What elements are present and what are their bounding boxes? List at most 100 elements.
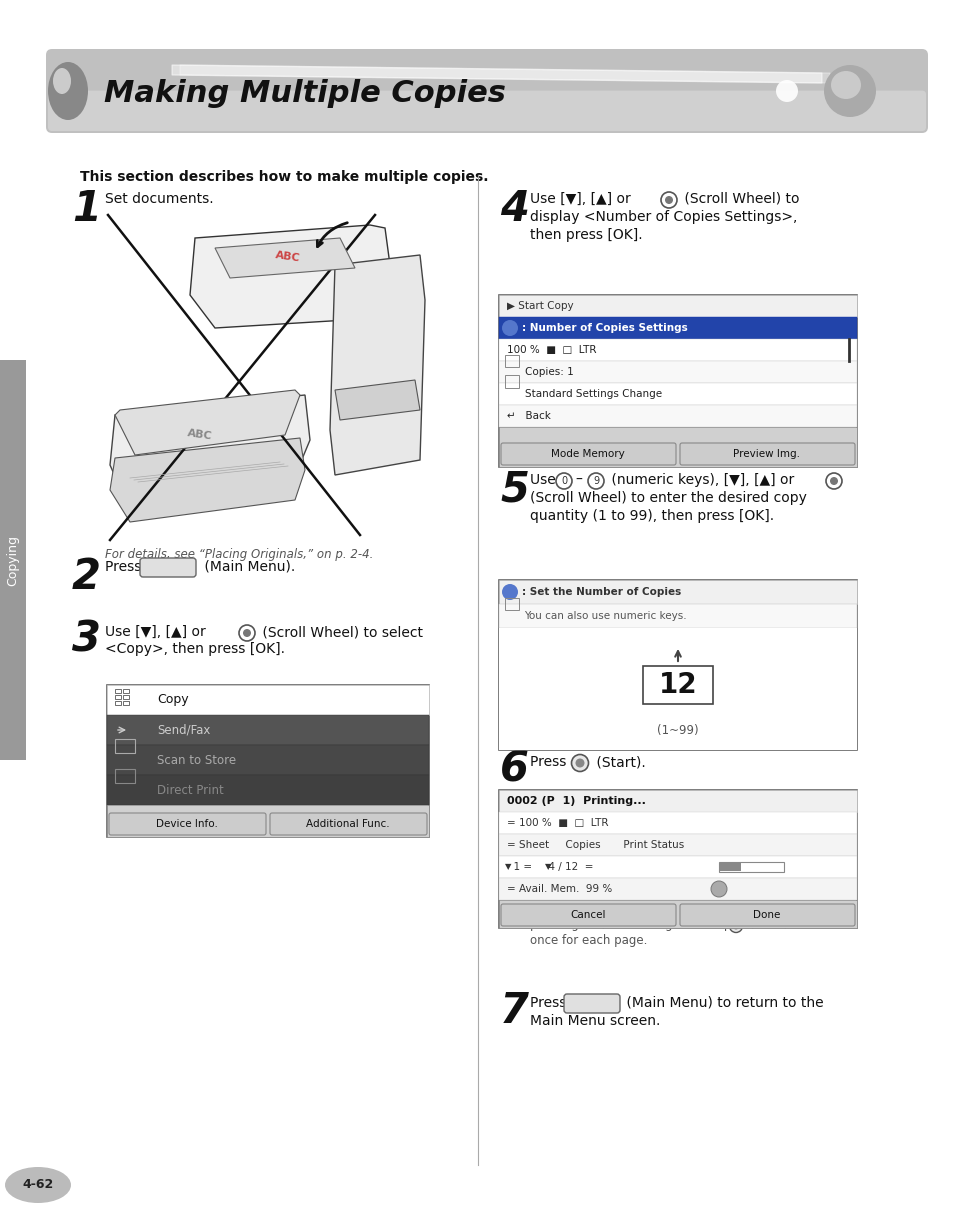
Text: then press [OK].: then press [OK]. (530, 228, 642, 242)
Text: ▼: ▼ (544, 863, 551, 871)
FancyBboxPatch shape (679, 443, 854, 465)
Bar (719, 863, 783, 872)
Text: For details, see “Placing Originals,” on p. 2-4.: For details, see “Placing Originals,” on… (105, 548, 373, 561)
Text: Main Menu screen.: Main Menu screen. (530, 1014, 659, 1028)
Bar (498, 580, 856, 750)
Bar (504, 375, 518, 388)
Text: 1: 1 (71, 188, 101, 229)
Bar (115, 769, 135, 783)
Text: –: – (575, 472, 581, 487)
Text: 1 =     4 / 12  =: 1 = 4 / 12 = (506, 863, 593, 872)
Text: If you want to copy multiple originals using the: If you want to copy multiple originals u… (530, 902, 808, 915)
Text: (Start): (Start) (745, 918, 787, 931)
Text: : Number of Copies Settings: : Number of Copies Settings (521, 323, 687, 333)
Text: Copying: Copying (7, 535, 19, 585)
Text: 6: 6 (499, 748, 529, 790)
Text: Making Multiple Copies: Making Multiple Copies (104, 79, 505, 108)
Bar (642, 666, 712, 704)
Bar (115, 739, 135, 753)
Bar (498, 405, 856, 427)
Ellipse shape (48, 63, 88, 120)
Text: Cancel: Cancel (570, 910, 605, 920)
FancyBboxPatch shape (48, 91, 925, 131)
Text: (Main Menu) to return to the: (Main Menu) to return to the (621, 996, 822, 1010)
Text: Set documents.: Set documents. (105, 191, 213, 206)
Text: ↵   Back: ↵ Back (506, 411, 550, 421)
Bar (107, 745, 429, 775)
FancyBboxPatch shape (500, 443, 676, 465)
Text: Additional Func.: Additional Func. (306, 818, 390, 829)
Text: <Copy>, then press [OK].: <Copy>, then press [OK]. (105, 642, 285, 656)
Text: 4-62: 4-62 (22, 1178, 53, 1191)
Ellipse shape (501, 584, 517, 600)
Bar (498, 427, 856, 467)
FancyBboxPatch shape (679, 904, 854, 926)
Bar (498, 628, 856, 750)
Text: Use [▼], [▲] or: Use [▼], [▲] or (530, 191, 635, 206)
Polygon shape (110, 438, 305, 521)
Text: Send/Fax: Send/Fax (157, 724, 211, 736)
Bar (123, 690, 129, 693)
Bar (107, 685, 429, 837)
Bar (115, 701, 121, 706)
Bar (498, 879, 856, 899)
Text: 0002 (P  1)  Printing...: 0002 (P 1) Printing... (506, 796, 645, 806)
Text: (Start).: (Start). (592, 755, 645, 769)
Text: = Avail. Mem.  99 %: = Avail. Mem. 99 % (506, 883, 612, 894)
Text: ABC: ABC (274, 250, 301, 264)
Text: quantity (1 to 99), then press [OK].: quantity (1 to 99), then press [OK]. (530, 509, 773, 523)
FancyBboxPatch shape (109, 814, 266, 836)
Bar (115, 694, 121, 699)
Text: ▶ Start Copy: ▶ Start Copy (506, 301, 573, 310)
Ellipse shape (823, 65, 875, 117)
Ellipse shape (830, 71, 861, 99)
Bar (123, 701, 129, 706)
FancyBboxPatch shape (46, 49, 927, 133)
FancyBboxPatch shape (270, 814, 427, 836)
Bar (123, 694, 129, 699)
Polygon shape (330, 255, 424, 475)
Ellipse shape (829, 477, 837, 485)
Bar (107, 715, 429, 745)
Text: Copy: Copy (157, 693, 189, 707)
Text: 2: 2 (71, 556, 101, 598)
Text: 100 %  ■  □  LTR: 100 % ■ □ LTR (506, 345, 596, 355)
Bar (107, 685, 429, 715)
Polygon shape (110, 395, 310, 510)
Text: 3: 3 (71, 618, 101, 660)
Bar (498, 856, 856, 879)
Bar (498, 294, 856, 317)
Bar (107, 805, 429, 837)
Text: Copies: 1: Copies: 1 (524, 367, 573, 377)
Text: Device Info.: Device Info. (156, 818, 217, 829)
Ellipse shape (729, 919, 741, 933)
Text: Press: Press (105, 560, 146, 574)
Text: 5: 5 (499, 467, 529, 510)
Bar (498, 604, 856, 628)
Polygon shape (115, 390, 299, 455)
Text: Done: Done (753, 910, 780, 920)
Text: = 100 %  ■  □  LTR: = 100 % ■ □ LTR (506, 818, 608, 828)
Text: You can also use numeric keys.: You can also use numeric keys. (523, 611, 686, 621)
Bar (498, 834, 856, 856)
FancyBboxPatch shape (563, 994, 619, 1014)
Text: display <Number of Copies Settings>,: display <Number of Copies Settings>, (530, 210, 797, 225)
Text: 12: 12 (658, 671, 697, 699)
Text: This section describes how to make multiple copies.: This section describes how to make multi… (80, 171, 488, 184)
Text: (Scroll Wheel) to select: (Scroll Wheel) to select (257, 625, 422, 639)
Text: Mode Memory: Mode Memory (551, 449, 624, 459)
Bar (498, 812, 856, 834)
Text: (Scroll Wheel) to enter the desired copy: (Scroll Wheel) to enter the desired copy (530, 491, 806, 506)
Ellipse shape (53, 67, 71, 94)
Text: Standard Settings Change: Standard Settings Change (524, 389, 661, 399)
Text: once for each page.: once for each page. (530, 934, 647, 947)
Bar (115, 690, 121, 693)
Text: 9: 9 (593, 476, 598, 486)
FancyBboxPatch shape (140, 558, 195, 577)
Bar (498, 361, 856, 383)
Ellipse shape (775, 80, 797, 102)
Text: platen glass, set an original and press: platen glass, set an original and press (530, 918, 759, 931)
Bar (498, 294, 856, 467)
Text: Direct Print: Direct Print (157, 784, 224, 796)
Polygon shape (214, 238, 355, 279)
